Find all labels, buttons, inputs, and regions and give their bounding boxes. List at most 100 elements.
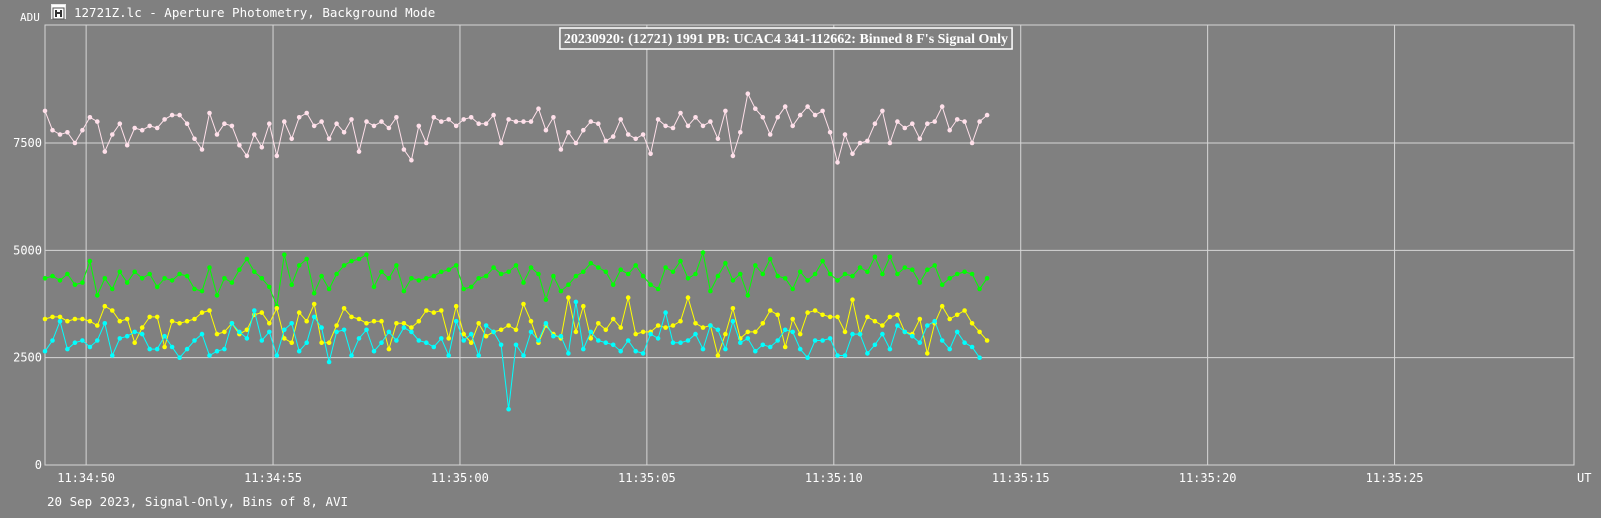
axis-layer: 11:34:50 11:34:55 11:35:00 11:35:05 11:35:10… [13,136,1423,485]
data-point [984,276,990,281]
data-point [685,276,691,281]
data-point [491,265,496,270]
data-point [57,132,63,137]
data-point [326,286,332,292]
data-point [95,293,100,298]
data-point [805,355,810,361]
data-point [872,342,878,348]
y-tick-label: 5000 [13,243,42,257]
data-point [124,333,130,339]
data-point [289,136,295,142]
data-point [513,119,519,124]
window-titlebar: 12721Z.lc - Aperture Photometry, Backgro… [0,0,1601,24]
data-point [326,340,332,346]
series-line [44,92,988,163]
data-point [790,286,795,292]
data-point [640,273,646,279]
data-point [850,331,855,337]
app-icon[interactable] [51,4,66,20]
data-point [603,138,609,144]
data-point [865,314,870,320]
data-point [110,286,115,292]
data-point [723,108,728,114]
data-point [573,329,579,335]
data-point [820,258,825,264]
data-point [132,340,137,346]
data-point [311,123,317,129]
data-point [102,149,108,154]
data-point [162,344,167,350]
data-point [252,269,257,275]
data-point [192,316,197,322]
data-point [124,316,130,322]
data-point [700,346,706,352]
data-point [648,151,653,157]
data-point [461,286,467,292]
data-point [169,318,175,324]
data-point [895,323,900,328]
data-point [528,329,534,335]
data-point [416,278,422,283]
data-point [760,342,766,348]
data-point [154,314,160,320]
data-point [618,267,623,273]
data-point [715,327,721,333]
data-point [124,280,130,285]
data-point [812,112,818,118]
data-point [797,331,803,337]
data-point [969,271,975,277]
data-point [954,312,960,318]
data-point [730,306,736,311]
data-point [827,336,833,341]
data-point [536,271,541,277]
data-point [715,136,721,142]
data-point [439,308,444,313]
data-point [969,140,975,146]
window-title: 12721Z.lc - Aperture Photometry, Backgro… [74,5,436,20]
data-point [984,112,990,118]
data-point [618,117,623,122]
data-point [581,346,586,352]
data-point [446,117,452,122]
data-point [296,263,302,268]
data-point [932,318,937,324]
data-point [476,276,482,281]
data-point [319,325,324,330]
data-point [326,359,332,365]
data-point [177,321,182,326]
data-point [543,297,549,303]
data-point [147,314,152,320]
data-point [311,301,317,307]
data-point [453,263,459,268]
data-point [655,336,661,341]
data-point [812,308,818,313]
data-point [364,119,369,124]
data-point [812,338,818,343]
data-point [132,329,137,335]
data-point [498,327,504,333]
data-point [65,318,70,324]
data-point [483,333,489,339]
x-tick-label: 11:35:25 [1366,471,1424,485]
data-point [199,310,205,315]
data-point [573,299,579,305]
data-point [880,331,885,337]
x-axis-label: UT [1577,471,1591,485]
data-point [678,340,683,346]
data-point [745,293,751,298]
data-point [364,252,369,257]
data-point [865,351,870,356]
data-point [282,327,287,333]
data-point [693,115,698,120]
data-point [655,117,661,122]
data-point [648,282,653,288]
data-point [693,271,698,277]
data-point [498,271,504,277]
data-point [252,132,257,137]
data-point [476,121,482,126]
data-point [610,134,616,139]
data-point [289,321,295,326]
data-point [304,318,310,324]
data-point [356,149,362,154]
data-point [588,260,594,266]
